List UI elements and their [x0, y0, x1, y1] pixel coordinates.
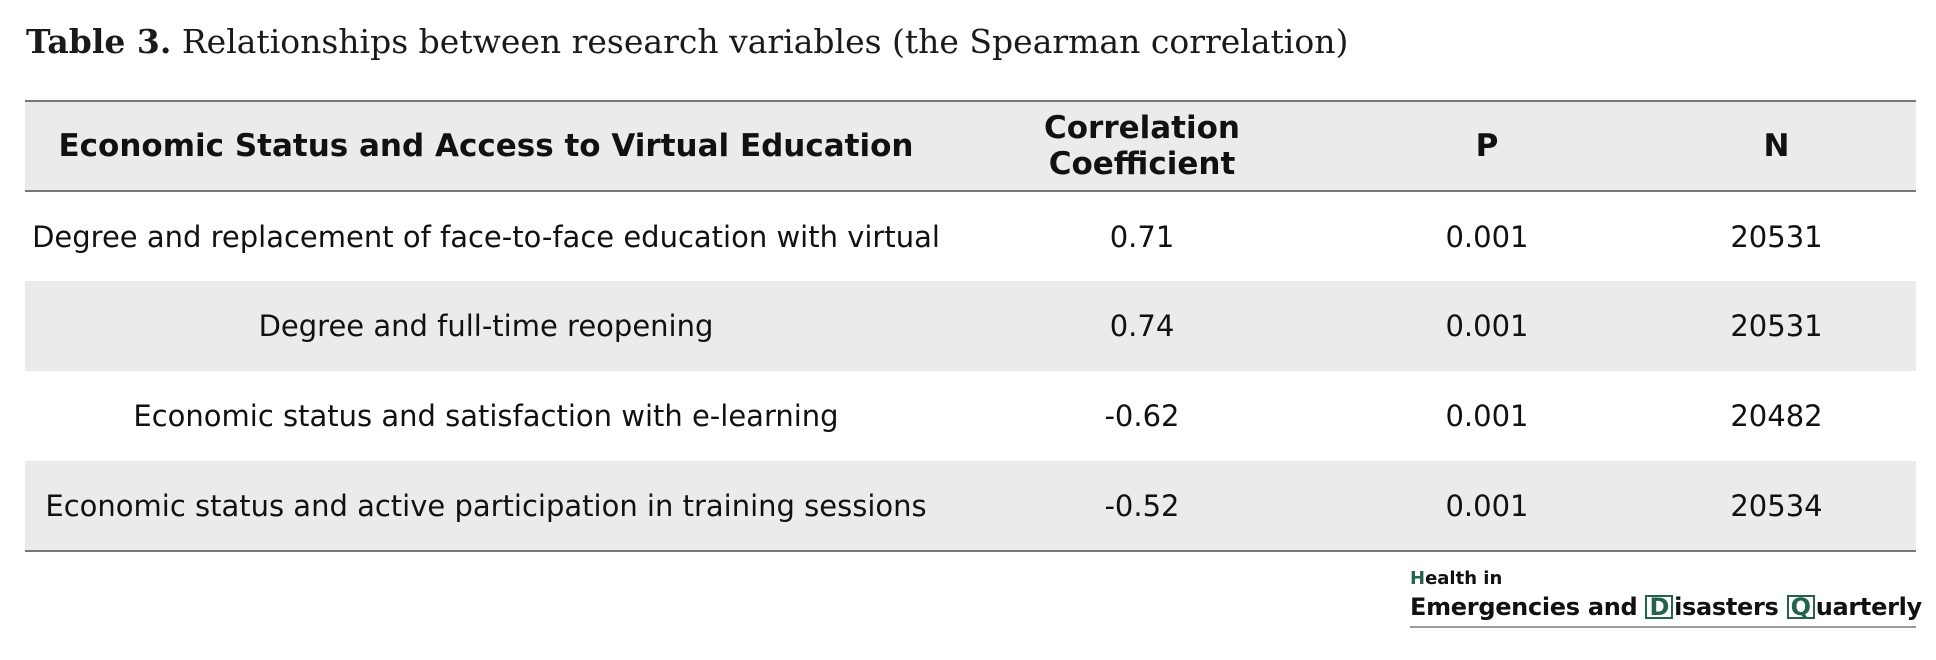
logo-health-text: ealth in: [1425, 568, 1503, 589]
cell-p: 0.001: [1445, 219, 1529, 254]
cell-n: 20531: [1730, 219, 1823, 254]
cell-correlation: -0.62: [1104, 399, 1180, 433]
logo-initial-h: H: [1410, 568, 1426, 589]
cell-n: 20482: [1730, 399, 1823, 433]
table-header-row: Economic Status and Access to Virtual Ed…: [25, 101, 1916, 191]
cell-variable: Degree and full-time reopening: [258, 309, 714, 343]
correlation-table: Economic Status and Access to Virtual Ed…: [25, 100, 1916, 552]
cell-p: 0.001: [1445, 488, 1529, 523]
cell-p: 0.001: [1445, 309, 1529, 343]
cell-n: 20531: [1730, 309, 1823, 343]
logo-underline: [1410, 626, 1916, 628]
table-caption: Table 3. Relationships between research …: [26, 22, 1348, 61]
cell-p: 0.001: [1445, 399, 1529, 433]
table-row: Economic status and active participation…: [25, 461, 1916, 551]
table-caption-label: Table 3.: [26, 22, 172, 61]
logo-disasters-text: isasters: [1674, 593, 1787, 621]
cell-correlation: -0.52: [1104, 488, 1180, 523]
cell-variable: Degree and replacement of face-to-face e…: [32, 219, 940, 254]
table-row: Economic status and satisfaction with e-…: [25, 371, 1916, 461]
table-row: Degree and full-time reopening 0.74 0.00…: [25, 281, 1916, 371]
logo-emergencies-text: Emergencies and: [1410, 593, 1646, 621]
logo-quarterly-text: uarterly: [1815, 593, 1922, 621]
header-n: N: [1763, 128, 1790, 164]
table-row: Degree and replacement of face-to-face e…: [25, 191, 1916, 281]
header-p: P: [1475, 128, 1499, 164]
cell-n: 20534: [1730, 488, 1823, 523]
cell-correlation: 0.74: [1109, 309, 1175, 343]
cell-variable: Economic status and satisfaction with e-…: [133, 399, 839, 433]
cell-correlation: 0.71: [1109, 219, 1175, 254]
table-caption-text: Relationships between research variables…: [181, 22, 1349, 61]
header-variable: Economic Status and Access to Virtual Ed…: [58, 128, 914, 164]
header-correlation-coefficient: Correlation Coefficient: [1043, 110, 1240, 182]
logo-initial-d: D: [1645, 595, 1674, 619]
cell-variable: Economic status and active participation…: [45, 488, 927, 523]
logo-initial-q: Q: [1786, 595, 1815, 619]
logo-line-health: Health in: [1410, 568, 1916, 590]
